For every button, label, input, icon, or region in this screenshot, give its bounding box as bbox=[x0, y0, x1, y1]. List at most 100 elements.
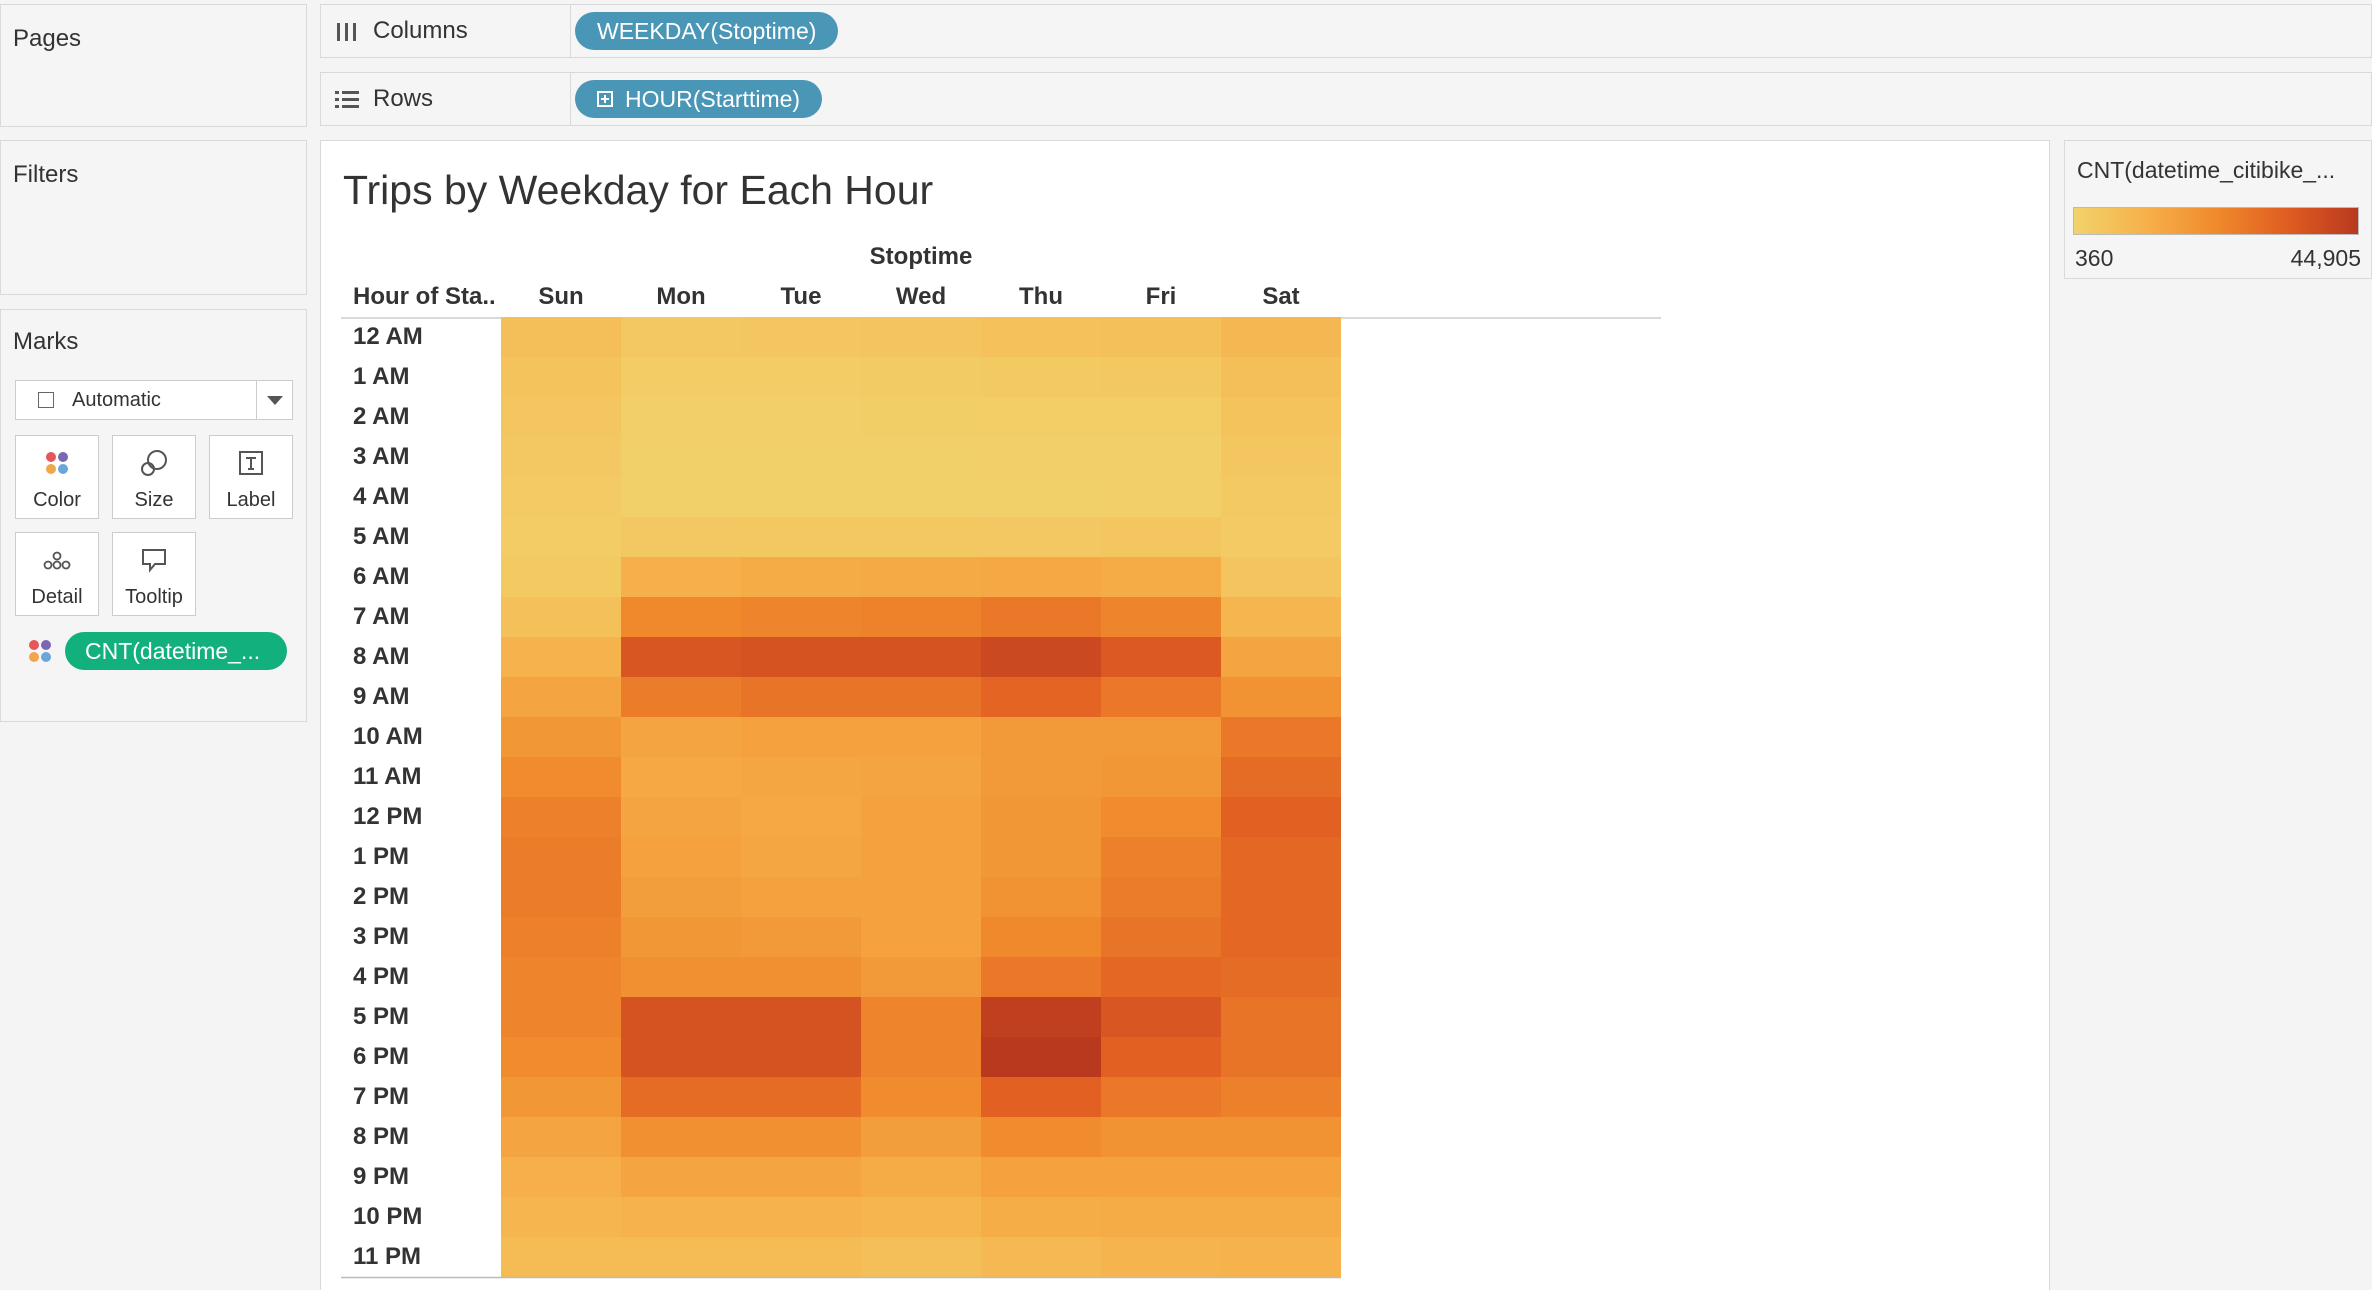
heatmap-cell[interactable] bbox=[1101, 477, 1221, 517]
heatmap-cell[interactable] bbox=[621, 1077, 741, 1117]
filters-card[interactable]: Filters bbox=[0, 140, 307, 295]
heatmap-cell[interactable] bbox=[741, 1237, 861, 1277]
row-header[interactable]: 8 PM bbox=[353, 1123, 410, 1150]
detail-button[interactable]: Detail bbox=[15, 532, 99, 616]
heatmap-cell[interactable] bbox=[861, 357, 981, 397]
heatmap-cell[interactable] bbox=[621, 917, 741, 957]
column-header-sun[interactable]: Sun bbox=[538, 283, 584, 310]
heatmap-cell[interactable] bbox=[621, 837, 741, 877]
heatmap-cell[interactable] bbox=[1221, 997, 1341, 1037]
heatmap-cell[interactable] bbox=[981, 1157, 1101, 1197]
heatmap-cell[interactable] bbox=[621, 477, 741, 517]
heatmap-cell[interactable] bbox=[501, 717, 621, 757]
heatmap-cell[interactable] bbox=[981, 597, 1101, 637]
color-field-pill[interactable]: CNT(datetime_... bbox=[65, 632, 287, 670]
heatmap-cell[interactable] bbox=[861, 397, 981, 437]
heatmap-cell[interactable] bbox=[741, 797, 861, 837]
heatmap-cell[interactable] bbox=[1101, 1077, 1221, 1117]
pages-card[interactable]: Pages bbox=[0, 4, 307, 127]
heatmap-cell[interactable] bbox=[621, 1237, 741, 1277]
heatmap-cell[interactable] bbox=[1221, 317, 1341, 357]
heatmap-cell[interactable] bbox=[501, 877, 621, 917]
heatmap-cell[interactable] bbox=[861, 957, 981, 997]
heatmap-cell[interactable] bbox=[741, 717, 861, 757]
heatmap-cell[interactable] bbox=[741, 437, 861, 477]
row-header[interactable]: 7 AM bbox=[353, 603, 410, 630]
heatmap-cell[interactable] bbox=[1221, 837, 1341, 877]
heatmap-cell[interactable] bbox=[1221, 477, 1341, 517]
heatmap-cell[interactable] bbox=[1221, 957, 1341, 997]
heatmap-cell[interactable] bbox=[861, 637, 981, 677]
label-button[interactable]: Label bbox=[209, 435, 293, 519]
heatmap-cell[interactable] bbox=[1101, 1117, 1221, 1157]
heatmap-cell[interactable] bbox=[1221, 1037, 1341, 1077]
heatmap-cell[interactable] bbox=[1101, 397, 1221, 437]
heatmap-cell[interactable] bbox=[741, 837, 861, 877]
size-button[interactable]: Size bbox=[112, 435, 196, 519]
row-header[interactable]: 12 PM bbox=[353, 803, 423, 830]
heatmap-cell[interactable] bbox=[1101, 1197, 1221, 1237]
heatmap-cell[interactable] bbox=[861, 1237, 981, 1277]
heatmap-cell[interactable] bbox=[621, 597, 741, 637]
row-header[interactable]: 12 AM bbox=[353, 323, 423, 350]
heatmap-cell[interactable] bbox=[861, 797, 981, 837]
heatmap-cell[interactable] bbox=[741, 517, 861, 557]
heatmap-cell[interactable] bbox=[621, 1157, 741, 1197]
heatmap-cell[interactable] bbox=[861, 877, 981, 917]
heatmap-cell[interactable] bbox=[861, 557, 981, 597]
heatmap-cell[interactable] bbox=[741, 637, 861, 677]
heatmap-cell[interactable] bbox=[861, 477, 981, 517]
heatmap-cell[interactable] bbox=[981, 517, 1101, 557]
heatmap-cell[interactable] bbox=[861, 757, 981, 797]
heatmap-cell[interactable] bbox=[741, 877, 861, 917]
heatmap-cell[interactable] bbox=[501, 557, 621, 597]
column-header-tue[interactable]: Tue bbox=[780, 283, 822, 310]
heatmap-cell[interactable] bbox=[501, 957, 621, 997]
heatmap-cell[interactable] bbox=[1101, 757, 1221, 797]
heatmap-cell[interactable] bbox=[621, 957, 741, 997]
column-header-sat[interactable]: Sat bbox=[1262, 283, 1300, 310]
heatmap-cell[interactable] bbox=[861, 1157, 981, 1197]
heatmap-cell[interactable] bbox=[501, 677, 621, 717]
row-header[interactable]: 6 PM bbox=[353, 1043, 410, 1070]
heatmap-cell[interactable] bbox=[861, 1117, 981, 1157]
mark-type-dropdown[interactable]: Automatic bbox=[15, 380, 293, 420]
heatmap-cell[interactable] bbox=[861, 837, 981, 877]
heatmap-cell[interactable] bbox=[501, 317, 621, 357]
heatmap-cell[interactable] bbox=[1101, 517, 1221, 557]
row-header[interactable]: 8 AM bbox=[353, 643, 410, 670]
heatmap-cell[interactable] bbox=[741, 317, 861, 357]
heatmap-cell[interactable] bbox=[861, 317, 981, 357]
heatmap-cell[interactable] bbox=[741, 757, 861, 797]
columns-pill[interactable]: WEEKDAY(Stoptime) bbox=[575, 12, 839, 50]
heatmap-cell[interactable] bbox=[981, 1237, 1101, 1277]
heatmap-cell[interactable] bbox=[501, 837, 621, 877]
heatmap-cell[interactable] bbox=[741, 997, 861, 1037]
heatmap-cell[interactable] bbox=[1221, 637, 1341, 677]
heatmap-cell[interactable] bbox=[981, 997, 1101, 1037]
heatmap-cell[interactable] bbox=[501, 1117, 621, 1157]
heatmap-cell[interactable] bbox=[981, 877, 1101, 917]
heatmap-cell[interactable] bbox=[621, 357, 741, 397]
heatmap-cell[interactable] bbox=[501, 477, 621, 517]
heatmap-cell[interactable] bbox=[501, 1197, 621, 1237]
heatmap-cell[interactable] bbox=[741, 1157, 861, 1197]
heatmap-cell[interactable] bbox=[621, 997, 741, 1037]
heatmap-cell[interactable] bbox=[1101, 1037, 1221, 1077]
heatmap-cell[interactable] bbox=[1101, 957, 1221, 997]
row-header[interactable]: 1 PM bbox=[353, 843, 410, 870]
heatmap-cell[interactable] bbox=[501, 1077, 621, 1117]
row-header[interactable]: 2 AM bbox=[353, 403, 410, 430]
heatmap-cell[interactable] bbox=[1101, 837, 1221, 877]
row-header[interactable]: 3 AM bbox=[353, 443, 410, 470]
heatmap-cell[interactable] bbox=[1221, 797, 1341, 837]
rows-pill[interactable]: HOUR(Starttime) bbox=[575, 80, 823, 118]
columns-shelf[interactable]: Columns WEEKDAY(Stoptime) bbox=[320, 4, 2372, 58]
heatmap-cell[interactable] bbox=[621, 717, 741, 757]
heatmap-cell[interactable] bbox=[1221, 357, 1341, 397]
heatmap-cell[interactable] bbox=[741, 1197, 861, 1237]
heatmap-cell[interactable] bbox=[1101, 1237, 1221, 1277]
heatmap-cell[interactable] bbox=[501, 797, 621, 837]
row-header[interactable]: 4 AM bbox=[353, 483, 410, 510]
heatmap-cell[interactable] bbox=[741, 957, 861, 997]
